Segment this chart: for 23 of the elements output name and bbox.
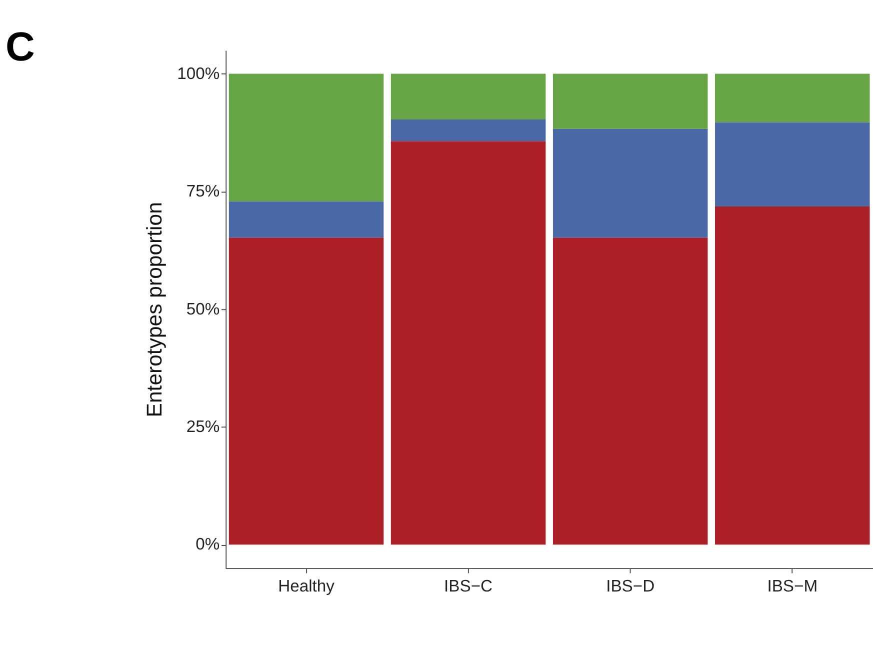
bar [715, 74, 870, 122]
x-tick-label: IBS−D [606, 576, 655, 596]
bar [390, 141, 546, 545]
bar [228, 201, 384, 238]
x-tick-label: Healthy [278, 576, 336, 596]
bar [552, 74, 708, 129]
bar [552, 128, 708, 238]
y-tick-label: 0% [196, 534, 220, 554]
y-tick-label: 100% [177, 64, 220, 83]
bar [715, 206, 870, 545]
y-tick-label: 75% [186, 182, 220, 201]
y-axis-title: Enterotypes proportion [142, 202, 166, 418]
bar [390, 74, 546, 120]
x-tick-label: IBS−C [444, 576, 493, 596]
bar [228, 74, 384, 202]
bar [715, 122, 870, 207]
bar [552, 238, 708, 545]
y-tick-label: 50% [186, 299, 220, 318]
chart-title: C [6, 23, 35, 70]
y-tick-label: 25% [186, 416, 220, 436]
bar [228, 238, 384, 545]
bar [390, 119, 546, 142]
x-tick-label: IBS−M [767, 576, 818, 596]
